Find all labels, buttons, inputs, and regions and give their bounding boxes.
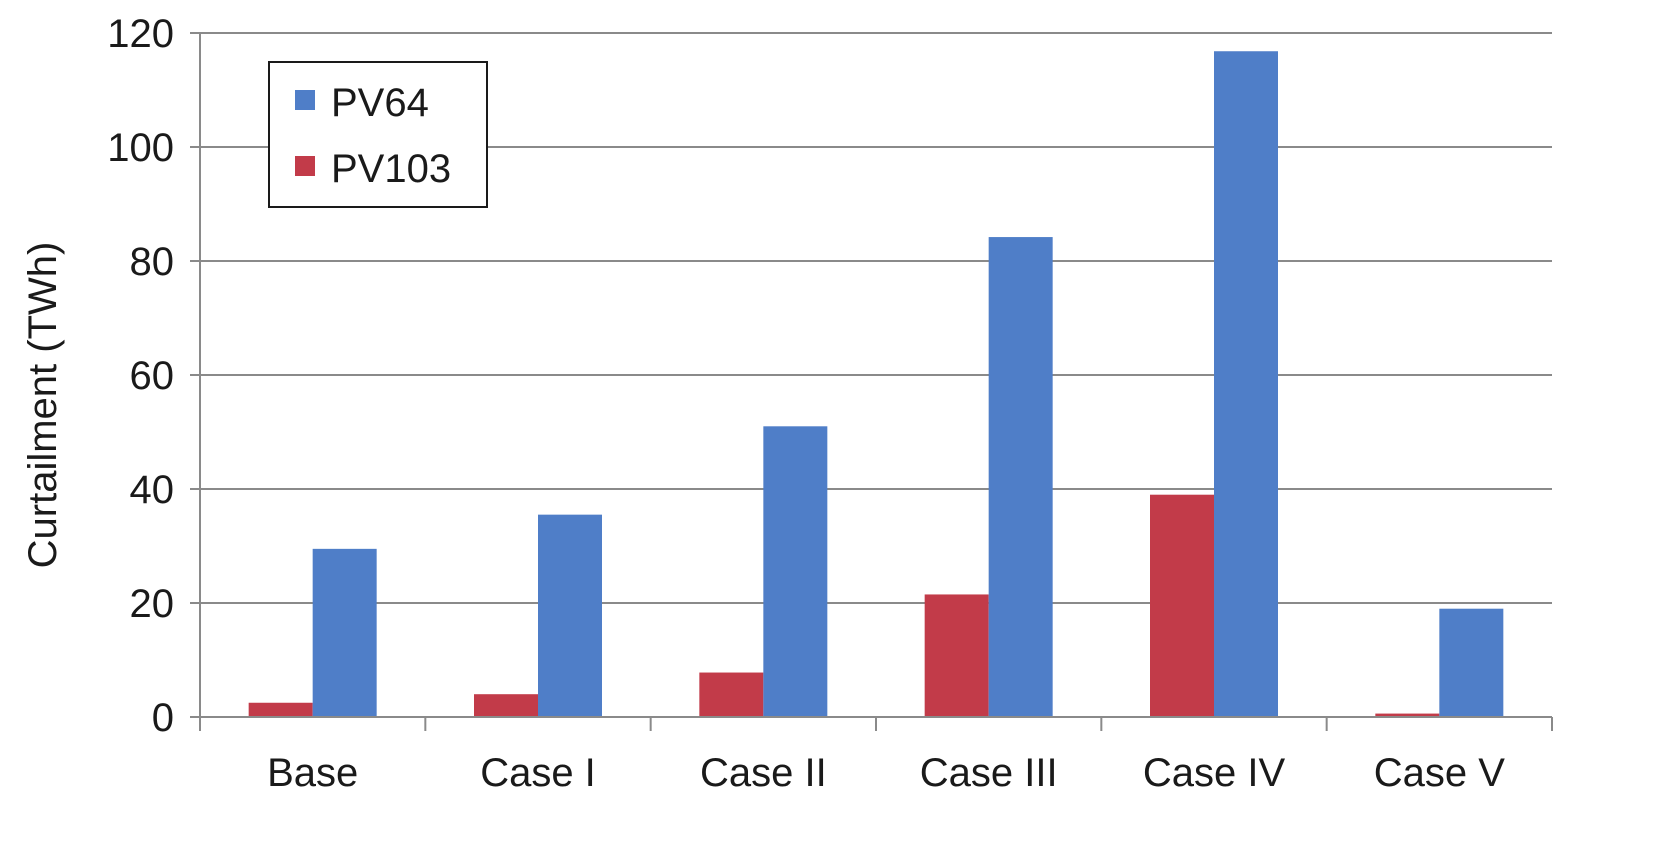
y-tick-label: 20 <box>130 582 175 626</box>
x-tick-label: Case V <box>1374 751 1505 795</box>
bar-pv103-base <box>248 702 313 717</box>
y-tick-label: 0 <box>152 696 174 740</box>
x-tick-labels: Base Case I Case II Case III Case IV Case V <box>267 751 1505 795</box>
bar-pv103-case-iv <box>1150 494 1214 717</box>
axes <box>190 32 1553 731</box>
bar-pv64-base <box>312 548 377 717</box>
bar-pv64-case-iv <box>1214 51 1278 718</box>
x-tick-label: Case I <box>480 751 596 795</box>
bar-pv103-case-i <box>474 694 538 717</box>
x-tick-label: Case III <box>920 751 1058 795</box>
bar-pv64-case-v <box>1439 608 1504 717</box>
legend: PV64 PV103 <box>268 61 488 208</box>
y-axis-title: Curtailment (TWh) <box>21 242 65 569</box>
legend-label-pv64: PV64 <box>331 81 429 125</box>
x-tick-label: Base <box>267 751 358 795</box>
y-tick-labels: 0 20 40 60 80 100 120 <box>107 12 174 740</box>
legend-swatch-pv64 <box>295 90 315 110</box>
bar-pv103-case-iii <box>924 594 989 717</box>
y-tick-label: 60 <box>130 354 175 398</box>
bar-pv103-case-ii <box>699 672 764 717</box>
y-tick-label: 40 <box>130 468 175 512</box>
bars <box>248 51 1504 718</box>
bar-pv103-case-v <box>1375 713 1440 717</box>
x-tick-label: Case II <box>700 751 827 795</box>
x-tick-label: Case IV <box>1143 751 1286 795</box>
bar-pv64-case-ii <box>763 426 828 717</box>
legend-label-pv103: PV103 <box>331 147 451 191</box>
bar-pv64-case-iii <box>988 237 1053 717</box>
bar-pv64-case-i <box>538 514 602 717</box>
y-tick-label: 120 <box>107 12 174 56</box>
y-tick-label: 100 <box>107 126 174 170</box>
legend-swatch-pv103 <box>295 156 315 176</box>
legend-box <box>268 61 488 208</box>
y-tick-label: 80 <box>130 240 175 284</box>
